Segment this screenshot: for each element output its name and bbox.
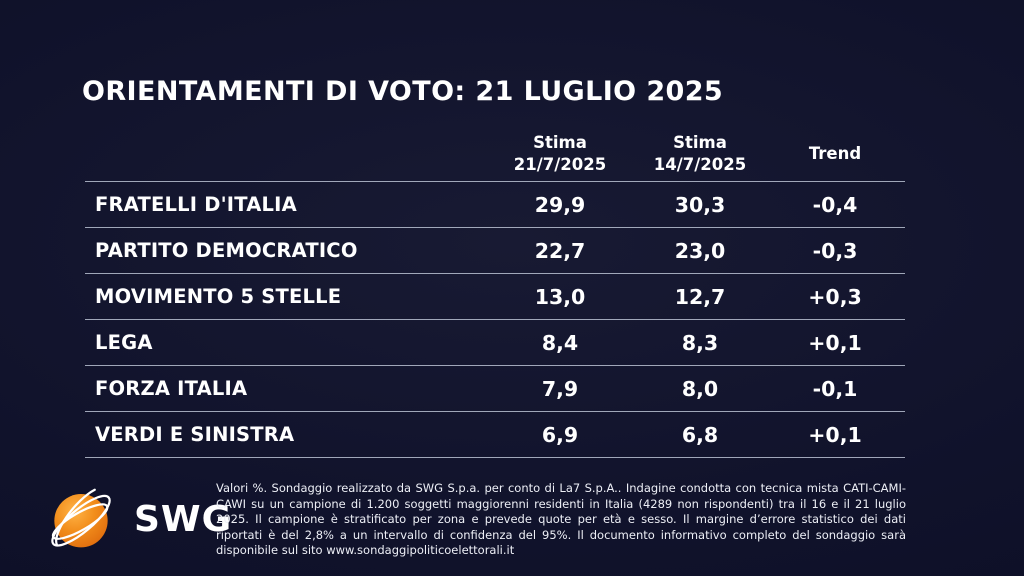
party-name: MOVIMENTO 5 STELLE bbox=[95, 285, 342, 308]
stima-current-value: 6,9 bbox=[541, 422, 579, 447]
swg-globe-icon bbox=[51, 488, 111, 548]
table-row-verdi-e-sinistra: VERDI E SINISTRA 6,9 6,8 +0,1 bbox=[85, 412, 905, 458]
trend-value: -0,4 bbox=[812, 192, 858, 217]
swg-logo: SWG bbox=[38, 476, 232, 562]
methodology-disclaimer: Valori %. Sondaggio realizzato da SWG S.… bbox=[216, 481, 906, 557]
party-name: PARTITO DEMOCRATICO bbox=[95, 239, 358, 262]
column-header-line: Stima bbox=[673, 133, 727, 153]
poll-table: Stima 21/7/2025 Stima 14/7/2025 Trend FR… bbox=[85, 126, 905, 458]
table-row-movimento-5-stelle: MOVIMENTO 5 STELLE 13,0 12,7 +0,3 bbox=[85, 274, 905, 320]
stima-previous-value: 6,8 bbox=[681, 422, 719, 447]
trend-value: +0,1 bbox=[808, 330, 862, 355]
stima-previous-value: 8,3 bbox=[681, 330, 719, 355]
stima-current-value: 22,7 bbox=[534, 238, 586, 263]
stima-previous-value: 23,0 bbox=[674, 238, 726, 263]
column-header-line: 21/7/2025 bbox=[513, 154, 607, 174]
column-header-line: 14/7/2025 bbox=[653, 154, 747, 174]
page-title: ORIENTAMENTI DI VOTO: 21 LUGLIO 2025 bbox=[82, 76, 724, 107]
stima-current-value: 13,0 bbox=[534, 284, 586, 309]
swg-logo-text: SWG bbox=[134, 498, 233, 540]
stima-previous-value: 12,7 bbox=[674, 284, 726, 309]
trend-value: +0,1 bbox=[808, 422, 862, 447]
stima-current-value: 7,9 bbox=[541, 376, 579, 401]
column-header-line: Stima bbox=[533, 133, 587, 153]
stima-previous-value: 8,0 bbox=[681, 376, 719, 401]
table-row-fratelli-ditalia: FRATELLI D'ITALIA 29,9 30,3 -0,4 bbox=[85, 182, 905, 228]
party-name: VERDI E SINISTRA bbox=[95, 423, 295, 446]
party-name: LEGA bbox=[95, 331, 153, 354]
trend-value: -0,1 bbox=[812, 376, 858, 401]
table-row-forza-italia: FORZA ITALIA 7,9 8,0 -0,1 bbox=[85, 366, 905, 412]
party-name: FRATELLI D'ITALIA bbox=[95, 193, 297, 216]
stima-previous-value: 30,3 bbox=[674, 192, 726, 217]
stima-current-value: 8,4 bbox=[541, 330, 579, 355]
trend-value: +0,3 bbox=[808, 284, 862, 309]
stima-current-value: 29,9 bbox=[534, 192, 586, 217]
table-row-partito-democratico: PARTITO DEMOCRATICO 22,7 23,0 -0,3 bbox=[85, 228, 905, 274]
table-row-lega: LEGA 8,4 8,3 +0,1 bbox=[85, 320, 905, 366]
table-header-row: Stima 21/7/2025 Stima 14/7/2025 Trend bbox=[85, 126, 905, 182]
party-name: FORZA ITALIA bbox=[95, 377, 248, 400]
column-header-stima-current: Stima 21/7/2025 bbox=[485, 132, 635, 175]
trend-value: -0,3 bbox=[812, 238, 858, 263]
column-header-stima-previous: Stima 14/7/2025 bbox=[635, 132, 765, 175]
column-header-trend: Trend bbox=[808, 143, 862, 163]
